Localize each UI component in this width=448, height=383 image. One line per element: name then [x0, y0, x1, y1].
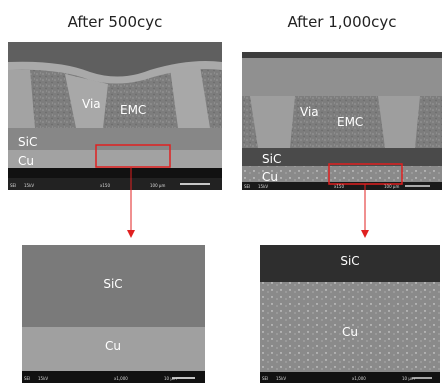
- sem-footer-text: 15kV: [276, 376, 286, 381]
- sem-footer-text: x150: [100, 183, 110, 188]
- sem-footer-text: SEI: [262, 376, 268, 381]
- via-label: Via: [82, 97, 101, 111]
- sic-label: SiC: [18, 135, 37, 149]
- sem-footer-text: 100 µm: [384, 184, 399, 189]
- sem-footer-text: 10 µm: [402, 376, 415, 381]
- zoom-sic-label: SiC: [103, 277, 122, 291]
- zoom-sic-label: SiC: [340, 254, 359, 268]
- sem-left-top: [8, 42, 222, 190]
- sem-footer-text: 15kV: [24, 183, 34, 188]
- cu-label: Cu: [18, 154, 34, 168]
- via-label: Via: [300, 105, 319, 119]
- panel-title: After 1,000cyc: [287, 13, 396, 31]
- sem-footer-text: x150: [334, 184, 344, 189]
- emc-label: EMC: [337, 115, 363, 129]
- sem-footer-text: 100 µm: [150, 183, 165, 188]
- sem-footer-text: x1,000: [352, 376, 366, 381]
- sem-footer-text: 15kV: [38, 376, 48, 381]
- zoom-cu-label: Cu: [342, 325, 358, 339]
- sem-footer-text: SEI: [244, 184, 250, 189]
- sem-footer-text: SEI: [24, 376, 30, 381]
- cu-label: Cu: [262, 170, 278, 184]
- sem-footer-text: 10 µm: [164, 376, 177, 381]
- sem-footer-text: SEI: [10, 183, 16, 188]
- sem-left-zoom: [22, 245, 205, 383]
- sem-footer-text: 15kV: [258, 184, 268, 189]
- figure: After 500cyc Via EMC SiC Cu SiC Cu SEI 15kV x150 1…: [0, 0, 448, 383]
- sem-footer-text: x1,000: [114, 376, 128, 381]
- emc-label: EMC: [120, 103, 146, 117]
- panel-title: After 500cyc: [68, 13, 163, 31]
- sic-label: SiC: [262, 152, 281, 166]
- zoom-cu-label: Cu: [105, 339, 121, 353]
